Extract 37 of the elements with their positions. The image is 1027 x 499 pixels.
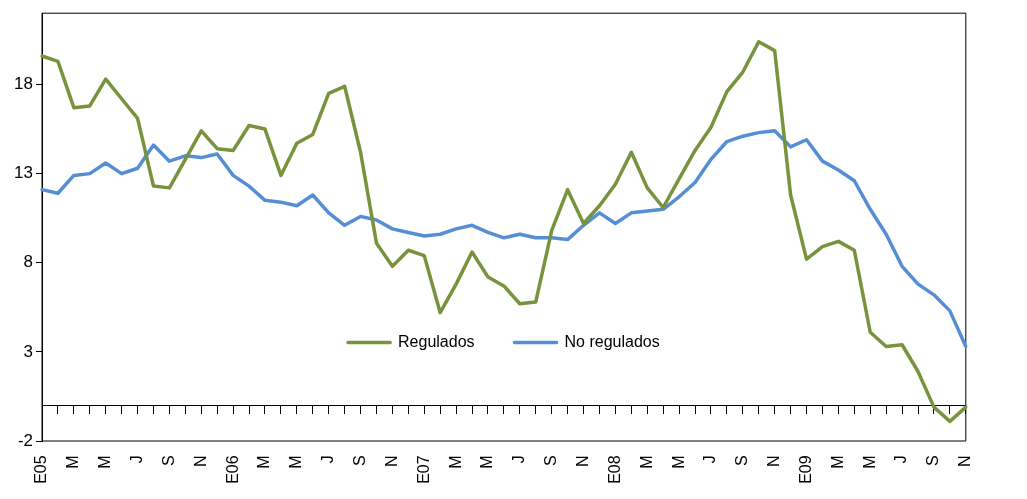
y-tick-label: 8 (23, 252, 33, 272)
legend-label: No regulados (564, 333, 660, 351)
legend-label: Regulados (398, 333, 475, 351)
x-tick-label: S (924, 455, 942, 467)
x-tick-label: S (350, 455, 368, 467)
x-tick-label: M (287, 455, 305, 469)
x-tick-label: M (96, 455, 114, 469)
x-tick-label: M (860, 455, 878, 469)
x-tick-label: S (733, 455, 751, 467)
x-tick-label: J (510, 455, 528, 464)
x-tick-label: J (127, 455, 145, 464)
y-tick-label: 18 (14, 74, 33, 94)
x-tick-label: N (956, 455, 974, 467)
x-tick-label: S (542, 455, 560, 467)
x-tick-label: M (828, 455, 846, 469)
x-tick-label: S (159, 455, 177, 467)
x-tick-label: M (478, 455, 496, 469)
x-tick-label: E09 (796, 455, 814, 484)
x-tick-label: E06 (223, 455, 241, 484)
x-tick-label: M (637, 455, 655, 469)
y-tick-label: -2 (17, 430, 33, 450)
x-tick-label: E08 (605, 455, 623, 484)
x-tick-label: N (382, 455, 400, 467)
x-tick-label: E07 (414, 455, 432, 484)
x-tick-label: J (892, 455, 910, 464)
y-tick-label: 3 (23, 341, 33, 361)
x-tick-label: J (319, 455, 337, 464)
x-tick-label: M (255, 455, 273, 469)
x-tick-label: M (669, 455, 687, 469)
x-tick-label: N (765, 455, 783, 467)
x-tick-label: M (64, 455, 82, 469)
x-tick-label: N (573, 455, 591, 467)
y-tick-label: 13 (14, 163, 33, 183)
x-tick-label: N (191, 455, 209, 467)
x-tick-label: E05 (32, 455, 50, 484)
x-tick-label: J (701, 455, 719, 464)
x-tick-label: M (446, 455, 464, 469)
